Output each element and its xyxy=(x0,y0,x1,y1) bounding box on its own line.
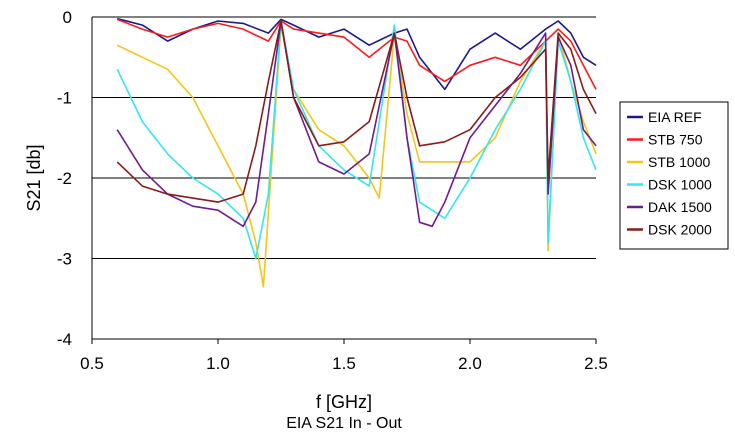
legend-label: DSK 1000 xyxy=(648,177,712,193)
y-tick-label: -3 xyxy=(57,250,72,269)
legend: EIA REF STB 750 STB 1000 DSK 1000 DAK 1500 DS… xyxy=(619,101,729,250)
y-tick-label: -4 xyxy=(57,330,72,349)
tick-labels: 0 -1 -2 -3 -4 0.5 1.0 1.5 2.0 2.5 xyxy=(57,8,608,373)
series-line-eia-ref xyxy=(117,17,597,91)
x-tick-label: 2.0 xyxy=(458,354,482,373)
series-line-dsk-1000 xyxy=(116,20,597,260)
legend-label: DAK 1500 xyxy=(648,199,712,215)
y-tick-label: -1 xyxy=(57,89,72,108)
x-axis-title: f [GHz] xyxy=(316,392,372,412)
chart-caption: EIA S21 In - Out xyxy=(286,415,402,432)
series-line-dak-1500 xyxy=(116,20,597,228)
y-tick-label: 0 xyxy=(63,8,72,27)
y-tick-label: -2 xyxy=(57,169,72,188)
series-line-stb-750 xyxy=(116,18,597,90)
y-axis-title: S21 [db] xyxy=(24,144,44,211)
series-line-stb-1000 xyxy=(116,24,597,288)
x-tick-label: 2.5 xyxy=(584,354,608,373)
legend-box xyxy=(619,101,729,250)
x-tick-label: 1.0 xyxy=(206,354,230,373)
plot-lines xyxy=(116,17,597,288)
x-tick-label: 1.5 xyxy=(332,354,356,373)
series-line-dsk-2000 xyxy=(116,20,597,203)
legend-label: STB 750 xyxy=(648,132,703,148)
legend-label: STB 1000 xyxy=(648,154,710,170)
legend-label: EIA REF xyxy=(648,109,702,125)
gridlines xyxy=(92,16,596,259)
legend-label: DSK 2000 xyxy=(648,222,712,238)
x-tick-label: 0.5 xyxy=(80,354,104,373)
